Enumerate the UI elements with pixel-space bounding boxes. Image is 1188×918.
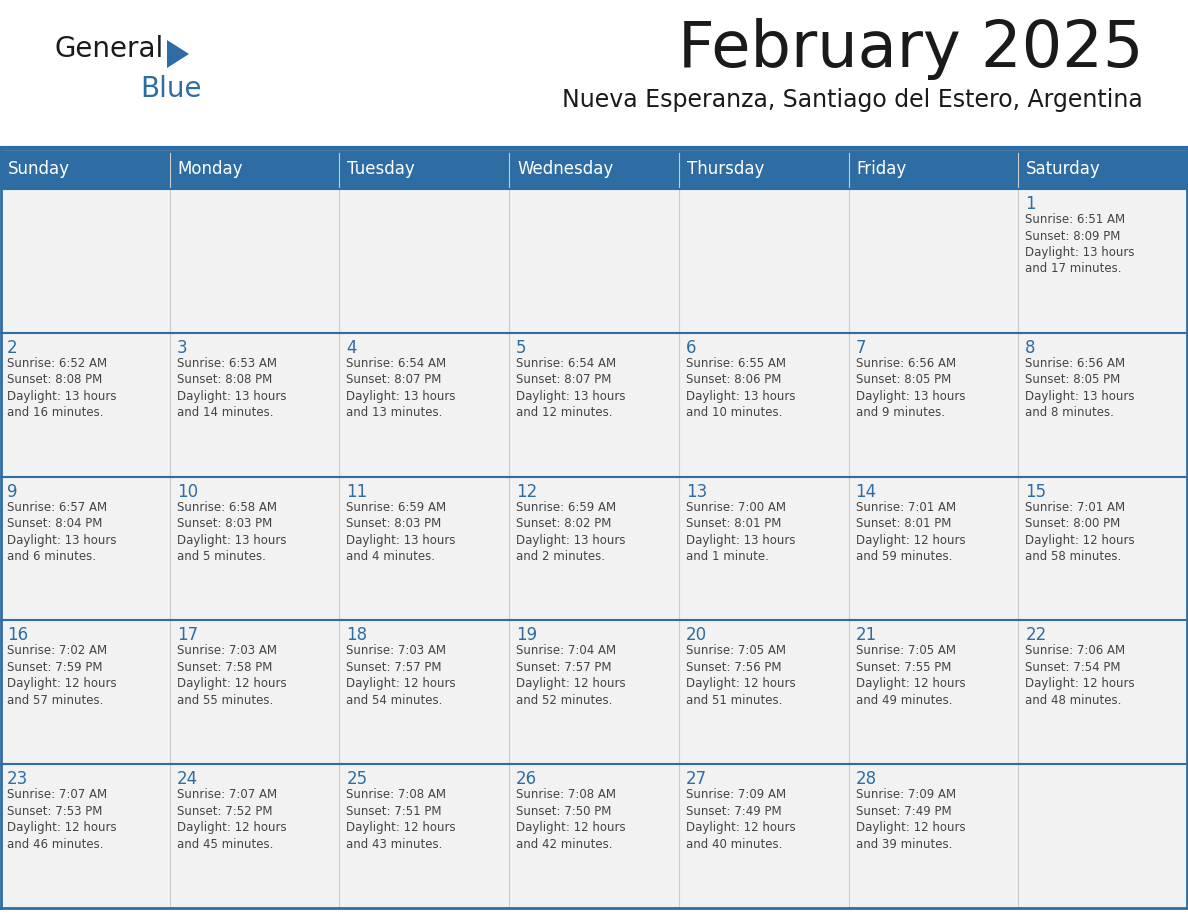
Text: Sunrise: 7:01 AM
Sunset: 8:01 PM
Daylight: 12 hours
and 59 minutes.: Sunrise: 7:01 AM Sunset: 8:01 PM Dayligh…: [855, 500, 965, 563]
Text: 17: 17: [177, 626, 198, 644]
Text: 23: 23: [7, 770, 29, 789]
Text: Monday: Monday: [178, 160, 244, 178]
Text: 12: 12: [516, 483, 537, 500]
Text: 8: 8: [1025, 339, 1036, 357]
Text: 22: 22: [1025, 626, 1047, 644]
Text: 21: 21: [855, 626, 877, 644]
Text: Tuesday: Tuesday: [347, 160, 415, 178]
Text: 19: 19: [516, 626, 537, 644]
Text: Wednesday: Wednesday: [517, 160, 613, 178]
Text: Sunrise: 6:56 AM
Sunset: 8:05 PM
Daylight: 13 hours
and 9 minutes.: Sunrise: 6:56 AM Sunset: 8:05 PM Dayligh…: [855, 357, 965, 420]
Text: Blue: Blue: [140, 75, 202, 103]
Text: Sunrise: 6:53 AM
Sunset: 8:08 PM
Daylight: 13 hours
and 14 minutes.: Sunrise: 6:53 AM Sunset: 8:08 PM Dayligh…: [177, 357, 286, 420]
Text: 6: 6: [685, 339, 696, 357]
Text: Friday: Friday: [857, 160, 906, 178]
Text: 7: 7: [855, 339, 866, 357]
Text: 9: 9: [7, 483, 18, 500]
Text: Sunrise: 6:55 AM
Sunset: 8:06 PM
Daylight: 13 hours
and 10 minutes.: Sunrise: 6:55 AM Sunset: 8:06 PM Dayligh…: [685, 357, 795, 420]
Text: Sunrise: 7:01 AM
Sunset: 8:00 PM
Daylight: 12 hours
and 58 minutes.: Sunrise: 7:01 AM Sunset: 8:00 PM Dayligh…: [1025, 500, 1135, 563]
Text: Sunrise: 6:58 AM
Sunset: 8:03 PM
Daylight: 13 hours
and 5 minutes.: Sunrise: 6:58 AM Sunset: 8:03 PM Dayligh…: [177, 500, 286, 563]
Text: February 2025: February 2025: [677, 18, 1143, 80]
Text: 25: 25: [347, 770, 367, 789]
Bar: [0, 151, 1188, 189]
Text: Nueva Esperanza, Santiago del Estero, Argentina: Nueva Esperanza, Santiago del Estero, Ar…: [562, 88, 1143, 112]
Text: Sunrise: 7:06 AM
Sunset: 7:54 PM
Daylight: 12 hours
and 48 minutes.: Sunrise: 7:06 AM Sunset: 7:54 PM Dayligh…: [1025, 644, 1135, 707]
Text: 14: 14: [855, 483, 877, 500]
Text: Sunrise: 6:54 AM
Sunset: 8:07 PM
Daylight: 13 hours
and 12 minutes.: Sunrise: 6:54 AM Sunset: 8:07 PM Dayligh…: [516, 357, 626, 420]
Bar: [0, 333, 1188, 476]
Text: 10: 10: [177, 483, 198, 500]
Text: 26: 26: [516, 770, 537, 789]
Text: 3: 3: [177, 339, 188, 357]
Text: Saturday: Saturday: [1026, 160, 1101, 178]
Text: Sunday: Sunday: [8, 160, 70, 178]
Text: Sunrise: 7:05 AM
Sunset: 7:55 PM
Daylight: 12 hours
and 49 minutes.: Sunrise: 7:05 AM Sunset: 7:55 PM Dayligh…: [855, 644, 965, 707]
Text: Sunrise: 7:04 AM
Sunset: 7:57 PM
Daylight: 12 hours
and 52 minutes.: Sunrise: 7:04 AM Sunset: 7:57 PM Dayligh…: [516, 644, 626, 707]
Text: Sunrise: 7:03 AM
Sunset: 7:58 PM
Daylight: 12 hours
and 55 minutes.: Sunrise: 7:03 AM Sunset: 7:58 PM Dayligh…: [177, 644, 286, 707]
Text: Sunrise: 7:00 AM
Sunset: 8:01 PM
Daylight: 13 hours
and 1 minute.: Sunrise: 7:00 AM Sunset: 8:01 PM Dayligh…: [685, 500, 795, 563]
Text: Sunrise: 6:59 AM
Sunset: 8:03 PM
Daylight: 13 hours
and 4 minutes.: Sunrise: 6:59 AM Sunset: 8:03 PM Dayligh…: [347, 500, 456, 563]
Bar: [0, 764, 1188, 908]
Bar: [0, 621, 1188, 764]
Text: 16: 16: [7, 626, 29, 644]
Text: Sunrise: 7:05 AM
Sunset: 7:56 PM
Daylight: 12 hours
and 51 minutes.: Sunrise: 7:05 AM Sunset: 7:56 PM Dayligh…: [685, 644, 796, 707]
Text: 11: 11: [347, 483, 367, 500]
Text: Sunrise: 6:57 AM
Sunset: 8:04 PM
Daylight: 13 hours
and 6 minutes.: Sunrise: 6:57 AM Sunset: 8:04 PM Dayligh…: [7, 500, 116, 563]
Text: Sunrise: 7:07 AM
Sunset: 7:53 PM
Daylight: 12 hours
and 46 minutes.: Sunrise: 7:07 AM Sunset: 7:53 PM Dayligh…: [7, 789, 116, 851]
Text: 2: 2: [7, 339, 18, 357]
Polygon shape: [168, 40, 189, 68]
Text: 5: 5: [516, 339, 526, 357]
Text: Sunrise: 7:08 AM
Sunset: 7:50 PM
Daylight: 12 hours
and 42 minutes.: Sunrise: 7:08 AM Sunset: 7:50 PM Dayligh…: [516, 789, 626, 851]
Text: Sunrise: 6:59 AM
Sunset: 8:02 PM
Daylight: 13 hours
and 2 minutes.: Sunrise: 6:59 AM Sunset: 8:02 PM Dayligh…: [516, 500, 626, 563]
Text: Sunrise: 6:51 AM
Sunset: 8:09 PM
Daylight: 13 hours
and 17 minutes.: Sunrise: 6:51 AM Sunset: 8:09 PM Dayligh…: [1025, 213, 1135, 275]
Text: 18: 18: [347, 626, 367, 644]
Text: 20: 20: [685, 626, 707, 644]
Text: 13: 13: [685, 483, 707, 500]
Text: Sunrise: 6:56 AM
Sunset: 8:05 PM
Daylight: 13 hours
and 8 minutes.: Sunrise: 6:56 AM Sunset: 8:05 PM Dayligh…: [1025, 357, 1135, 420]
Text: General: General: [55, 35, 164, 63]
Text: Sunrise: 7:02 AM
Sunset: 7:59 PM
Daylight: 12 hours
and 57 minutes.: Sunrise: 7:02 AM Sunset: 7:59 PM Dayligh…: [7, 644, 116, 707]
Bar: [0, 476, 1188, 621]
Text: Sunrise: 7:09 AM
Sunset: 7:49 PM
Daylight: 12 hours
and 40 minutes.: Sunrise: 7:09 AM Sunset: 7:49 PM Dayligh…: [685, 789, 796, 851]
Text: 27: 27: [685, 770, 707, 789]
Text: Sunrise: 6:52 AM
Sunset: 8:08 PM
Daylight: 13 hours
and 16 minutes.: Sunrise: 6:52 AM Sunset: 8:08 PM Dayligh…: [7, 357, 116, 420]
Text: Sunrise: 6:54 AM
Sunset: 8:07 PM
Daylight: 13 hours
and 13 minutes.: Sunrise: 6:54 AM Sunset: 8:07 PM Dayligh…: [347, 357, 456, 420]
Bar: [0, 189, 1188, 333]
Text: 4: 4: [347, 339, 356, 357]
Text: Sunrise: 7:09 AM
Sunset: 7:49 PM
Daylight: 12 hours
and 39 minutes.: Sunrise: 7:09 AM Sunset: 7:49 PM Dayligh…: [855, 789, 965, 851]
Text: Sunrise: 7:08 AM
Sunset: 7:51 PM
Daylight: 12 hours
and 43 minutes.: Sunrise: 7:08 AM Sunset: 7:51 PM Dayligh…: [347, 789, 456, 851]
Text: 24: 24: [177, 770, 198, 789]
Text: Sunrise: 7:07 AM
Sunset: 7:52 PM
Daylight: 12 hours
and 45 minutes.: Sunrise: 7:07 AM Sunset: 7:52 PM Dayligh…: [177, 789, 286, 851]
Text: Thursday: Thursday: [687, 160, 764, 178]
Text: 15: 15: [1025, 483, 1047, 500]
Text: 1: 1: [1025, 195, 1036, 213]
Text: Sunrise: 7:03 AM
Sunset: 7:57 PM
Daylight: 12 hours
and 54 minutes.: Sunrise: 7:03 AM Sunset: 7:57 PM Dayligh…: [347, 644, 456, 707]
Text: 28: 28: [855, 770, 877, 789]
